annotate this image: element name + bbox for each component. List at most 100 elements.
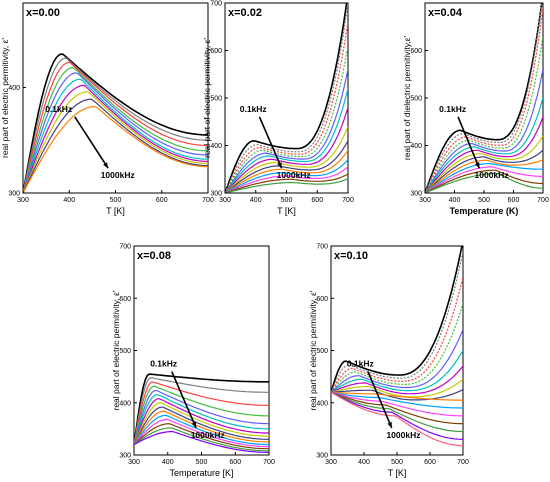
series-line-4: [425, 36, 543, 193]
series-line-3: [225, 21, 348, 193]
series-line-5: [134, 389, 269, 445]
y-tick-label: 500: [316, 348, 328, 355]
x-axis-label: T [K]: [106, 206, 125, 216]
series-line-12: [225, 166, 348, 193]
series-line-2: [331, 251, 463, 393]
series-line-16: [331, 391, 463, 447]
annotation-low: 0.1kHz: [240, 104, 267, 114]
series-line-9: [134, 406, 269, 445]
y-tick-label: 700: [316, 244, 328, 251]
plot-frame: [133, 245, 270, 456]
x-tick-label: 300: [17, 197, 29, 204]
series-line-4: [134, 385, 269, 445]
series-line-7: [23, 84, 208, 193]
x-tick-label: 300: [325, 459, 337, 466]
x-tick-label: 400: [449, 197, 461, 204]
frequency-arrow: [258, 116, 283, 169]
chart-panel-3: 300 400 500 600 700 300 400 500 600 x=0.04 Tempera…: [402, 2, 549, 216]
y-tick-label: 500: [410, 96, 422, 103]
x-axis-label: Temperature (K): [450, 206, 519, 216]
series-line-13: [134, 423, 269, 450]
x-axis-label: T [K]: [388, 468, 407, 478]
series-line-14: [425, 172, 543, 193]
x-tick-label: 400: [162, 459, 174, 466]
series-line-2: [23, 57, 208, 193]
panel-label: x=0.04: [428, 7, 463, 19]
y-axis-label: real part of electric permitivity, ε': [202, 38, 212, 158]
series-line-1: [331, 246, 463, 393]
series-line-9: [331, 389, 463, 401]
panel-label: x=0.10: [334, 250, 368, 262]
series-line-12: [331, 391, 463, 417]
series-line-3: [134, 381, 269, 445]
series-line-8: [331, 378, 463, 398]
series-line-6: [425, 97, 543, 193]
series-line-8: [23, 91, 208, 193]
x-tick-label: 300: [128, 459, 140, 466]
series-line-10: [225, 149, 348, 193]
series-group: [225, 3, 348, 193]
x-tick-label: 600: [156, 197, 168, 204]
x-tick-label: 700: [202, 197, 214, 204]
series-line-14: [331, 391, 463, 433]
series-line-10: [331, 391, 463, 401]
y-axis-label: real part of electric permitivity, ε': [111, 290, 121, 410]
frequency-arrow: [457, 116, 481, 169]
x-tick-label: 700: [263, 459, 275, 466]
x-tick-label: 500: [281, 197, 293, 204]
series-line-10: [134, 410, 269, 445]
annotation-low: 0.1kHz: [347, 359, 374, 369]
arrow-head: [277, 162, 282, 169]
series-group: [425, 3, 543, 193]
x-tick-label: 400: [63, 197, 75, 204]
series-line-13: [225, 173, 348, 193]
series-line-11: [331, 391, 463, 409]
series-line-13: [331, 391, 463, 425]
series-line-13: [425, 169, 543, 193]
series-line-1: [425, 3, 543, 193]
y-axis-label: real part of electric permitivity, ε': [0, 38, 10, 158]
series-line-12: [134, 418, 269, 448]
x-tick-label: 300: [219, 197, 231, 204]
series-line-1: [23, 53, 208, 193]
annotation-high: 1000kHz: [277, 170, 311, 180]
x-axis-label: T [K]: [277, 206, 296, 216]
y-tick-label: 500: [210, 96, 222, 103]
annotation-high: 1000kHz: [191, 430, 225, 440]
y-tick-label: 300: [316, 453, 328, 460]
y-tick-label: 400: [8, 85, 20, 92]
series-line-3: [331, 277, 463, 393]
x-axis-label: Temperature [K]: [169, 468, 233, 478]
arrow-head: [475, 162, 480, 169]
y-tick-label: 600: [410, 48, 422, 55]
arrow-head: [103, 162, 109, 169]
series-line-3: [23, 61, 208, 193]
series-line-15: [331, 391, 463, 440]
series-line-4: [23, 66, 208, 193]
x-tick-label: 300: [419, 197, 431, 204]
frequency-arrow: [367, 371, 393, 429]
arrow-head: [387, 421, 392, 428]
series-group: [331, 246, 463, 447]
series-line-6: [23, 78, 208, 193]
x-tick-label: 600: [424, 459, 436, 466]
arrow-head: [191, 421, 197, 428]
series-line-8: [225, 126, 348, 193]
x-tick-label: 500: [110, 197, 122, 204]
y-tick-label: 600: [316, 296, 328, 303]
y-tick-label: 300: [210, 191, 222, 198]
chart-panel-5: 300 400 500 600 700 300 400 500 600 700 x=0.10 T [K…: [308, 244, 469, 479]
y-axis-label: real part of electric permitivity, ε': [308, 290, 318, 410]
annotation-high: 1000kHz: [475, 170, 509, 180]
frequency-arrow: [74, 116, 109, 169]
x-tick-label: 400: [250, 197, 262, 204]
annotation-high: 1000kHz: [101, 170, 135, 180]
series-line-9: [23, 98, 208, 193]
series-line-4: [331, 303, 463, 393]
series-line-14: [225, 178, 348, 193]
series-line-15: [134, 430, 269, 453]
frequency-arrow: [171, 371, 197, 429]
panel-label: x=0.00: [26, 7, 60, 19]
